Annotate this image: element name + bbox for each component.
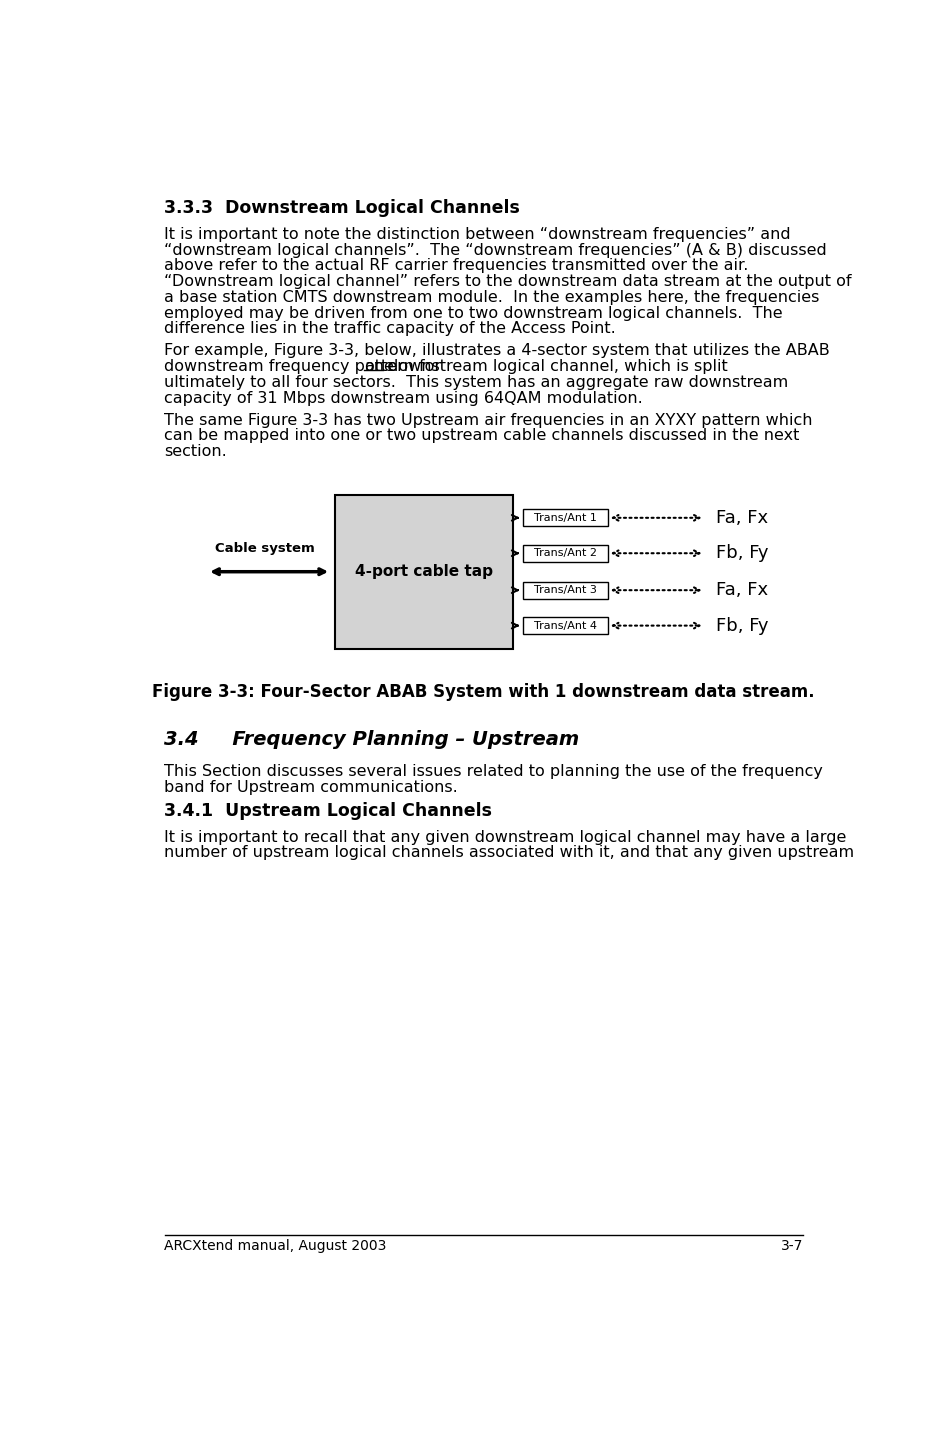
Text: “Downstream logical channel” refers to the downstream data stream at the output : “Downstream logical channel” refers to t… — [164, 274, 852, 290]
Text: Fa, Fx: Fa, Fx — [716, 509, 768, 526]
Text: This Section discusses several issues related to planning the use of the frequen: This Section discusses several issues re… — [164, 764, 823, 779]
Text: It is important to note the distinction between “downstream frequencies” and: It is important to note the distinction … — [164, 227, 791, 242]
Bar — [523, 509, 608, 526]
Bar — [523, 617, 608, 634]
Text: Trans/Ant 3: Trans/Ant 3 — [533, 585, 597, 595]
Text: Fb, Fy: Fb, Fy — [716, 545, 768, 562]
Text: Trans/Ant 1: Trans/Ant 1 — [533, 513, 597, 523]
Text: one: one — [364, 358, 395, 374]
Text: downstream logical channel, which is split: downstream logical channel, which is spl… — [382, 358, 728, 374]
Text: 3.3.3  Downstream Logical Channels: 3.3.3 Downstream Logical Channels — [164, 199, 520, 217]
Text: Fb, Fy: Fb, Fy — [716, 617, 768, 635]
Text: 3.4.1  Upstream Logical Channels: 3.4.1 Upstream Logical Channels — [164, 802, 493, 820]
Bar — [335, 495, 514, 648]
Text: Trans/Ant 2: Trans/Ant 2 — [533, 548, 597, 558]
Text: “downstream logical channels”.  The “downstream frequencies” (A & B) discussed: “downstream logical channels”. The “down… — [164, 242, 827, 258]
Text: employed may be driven from one to two downstream logical channels.  The: employed may be driven from one to two d… — [164, 305, 784, 321]
Text: downstream frequency pattern for: downstream frequency pattern for — [164, 358, 447, 374]
Text: band for Upstream communications.: band for Upstream communications. — [164, 780, 458, 794]
Text: 3.4     Frequency Planning – Upstream: 3.4 Frequency Planning – Upstream — [164, 730, 580, 749]
Text: difference lies in the traffic capacity of the Access Point.: difference lies in the traffic capacity … — [164, 321, 616, 337]
Bar — [523, 582, 608, 598]
Text: section.: section. — [164, 445, 228, 459]
Text: above refer to the actual RF carrier frequencies transmitted over the air.: above refer to the actual RF carrier fre… — [164, 258, 749, 274]
Text: Fa, Fx: Fa, Fx — [716, 581, 768, 599]
Text: For example, Figure 3-3, below, illustrates a 4-sector system that utilizes the : For example, Figure 3-3, below, illustra… — [164, 343, 831, 358]
Text: Figure 3-3: Four-Sector ABAB System with 1 downstream data stream.: Figure 3-3: Four-Sector ABAB System with… — [153, 684, 815, 701]
Text: 3-7: 3-7 — [781, 1239, 803, 1253]
Text: Cable system: Cable system — [215, 542, 315, 555]
Text: a base station CMTS downstream module.  In the examples here, the frequencies: a base station CMTS downstream module. I… — [164, 290, 820, 305]
Bar — [523, 545, 608, 562]
Text: Trans/Ant 4: Trans/Ant 4 — [533, 621, 597, 631]
Text: can be mapped into one or two upstream cable channels discussed in the next: can be mapped into one or two upstream c… — [164, 429, 800, 443]
Text: ARCXtend manual, August 2003: ARCXtend manual, August 2003 — [164, 1239, 387, 1253]
Text: The same Figure 3-3 has two Upstream air frequencies in an XYXY pattern which: The same Figure 3-3 has two Upstream air… — [164, 413, 813, 427]
Text: ultimately to all four sectors.  This system has an aggregate raw downstream: ultimately to all four sectors. This sys… — [164, 374, 789, 390]
Text: It is important to recall that any given downstream logical channel may have a l: It is important to recall that any given… — [164, 830, 847, 845]
Text: capacity of 31 Mbps downstream using 64QAM modulation.: capacity of 31 Mbps downstream using 64Q… — [164, 390, 643, 406]
Text: 4-port cable tap: 4-port cable tap — [355, 564, 493, 579]
Text: number of upstream logical channels associated with it, and that any given upstr: number of upstream logical channels asso… — [164, 846, 854, 860]
